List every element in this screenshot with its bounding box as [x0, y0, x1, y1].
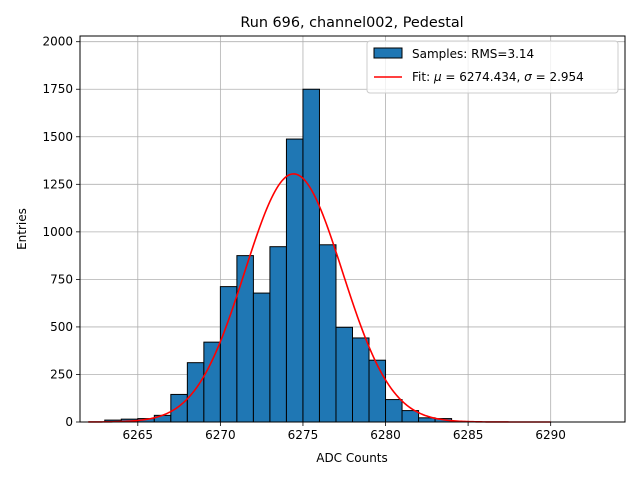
x-tick-label: 6285 — [453, 428, 484, 442]
legend-patch-samples — [373, 47, 403, 59]
histogram-bar — [368, 359, 387, 423]
y-tick-label: 1500 — [42, 130, 73, 144]
histogram-bar — [236, 255, 254, 423]
x-axis-label: ADC Counts — [316, 451, 388, 465]
histogram-bars — [104, 88, 453, 423]
histogram-bar — [318, 244, 337, 423]
x-tick-label: 6265 — [123, 428, 154, 442]
histogram-bar — [285, 138, 304, 423]
histogram-bar — [252, 292, 271, 423]
histogram-bar — [170, 393, 188, 423]
chart-title: Run 696, channel002, Pedestal — [240, 15, 463, 31]
y-tick-label: 500 — [50, 320, 73, 334]
histogram-bar — [186, 362, 205, 423]
y-axis-ticks: 0 250 500 750 1000 1250 1500 1750 2000 — [42, 35, 80, 429]
histogram-bar — [219, 286, 238, 423]
histogram-bar — [352, 337, 370, 423]
x-tick-label: 6290 — [535, 428, 566, 442]
y-tick-label: 750 — [50, 272, 73, 286]
legend: Samples: RMS=3.14 Fit: μ = 6274.434, σ =… — [366, 40, 619, 94]
x-tick-label: 6270 — [205, 428, 236, 442]
y-tick-label: 250 — [50, 367, 73, 381]
histogram-bar — [302, 88, 320, 423]
histogram-bar — [401, 410, 420, 423]
y-tick-label: 0 — [65, 415, 73, 429]
legend-label-fit: Fit: μ = 6274.434, σ = 2.954 — [412, 70, 584, 84]
y-tick-label: 1250 — [42, 177, 73, 191]
histogram-bar — [269, 246, 287, 423]
x-tick-label: 6280 — [370, 428, 401, 442]
histogram-bar — [385, 399, 403, 423]
y-axis-label: Entries — [15, 208, 29, 250]
legend-label-samples: Samples: RMS=3.14 — [412, 47, 534, 61]
x-tick-label: 6275 — [288, 428, 319, 442]
y-tick-label: 1750 — [42, 82, 73, 96]
histogram-bar — [335, 326, 354, 423]
y-tick-label: 1000 — [42, 225, 73, 239]
histogram-bar — [203, 341, 221, 423]
plot-frame — [79, 35, 626, 423]
x-axis-ticks: 6265 6270 6275 6280 6285 6290 — [123, 422, 566, 442]
y-tick-label: 2000 — [42, 35, 73, 49]
legend-box — [366, 40, 619, 94]
